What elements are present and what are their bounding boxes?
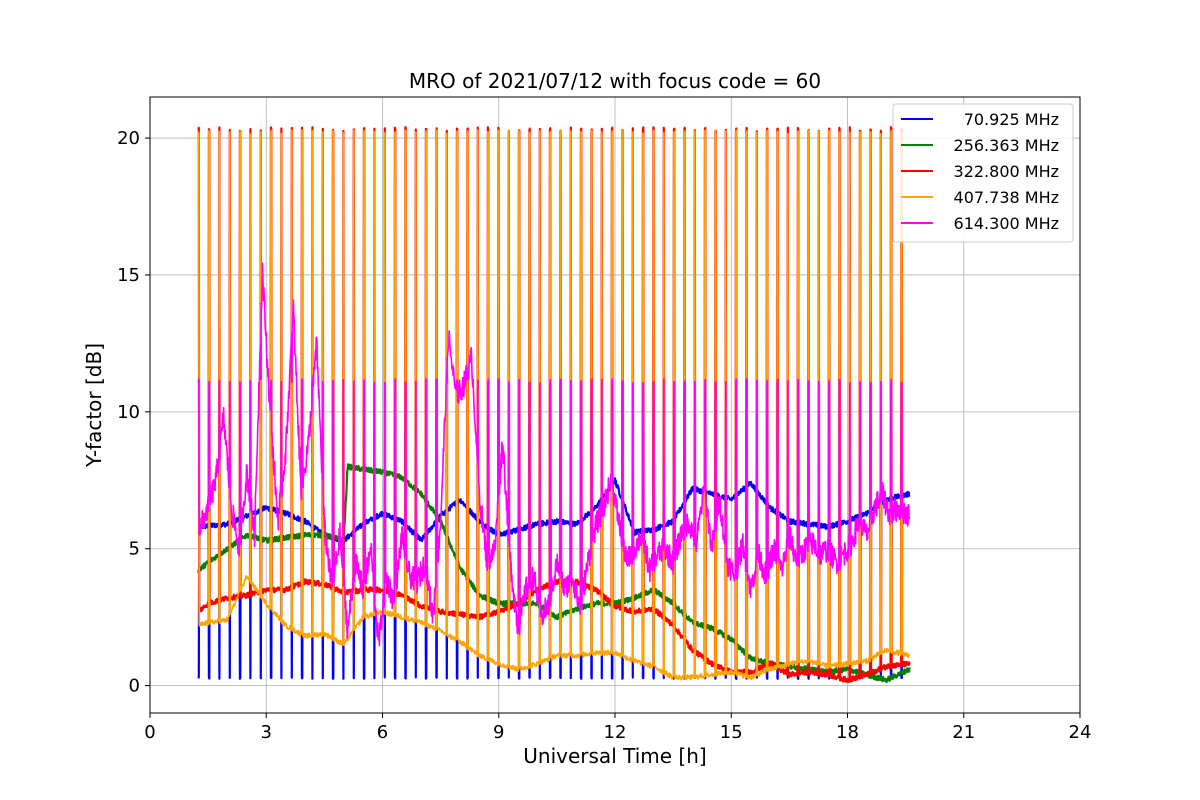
- y-tick-label: 5: [129, 539, 140, 560]
- x-tick-label: 18: [836, 722, 859, 743]
- series-line-3: [197, 129, 911, 681]
- series-line-1: [197, 463, 911, 684]
- legend-label: 322.800 MHz: [954, 162, 1059, 181]
- legend-label: 256.363 MHz: [954, 136, 1059, 155]
- y-axis-label: Y-factor [dB]: [82, 343, 106, 468]
- y-tick-label: 15: [117, 265, 140, 286]
- series-line-4: [197, 262, 911, 647]
- plot-area: [197, 125, 911, 684]
- series-line-0: [197, 477, 911, 680]
- legend-label: 614.300 MHz: [954, 214, 1059, 233]
- legend-label: 70.925 MHz: [964, 110, 1059, 129]
- x-tick-label: 12: [604, 722, 627, 743]
- legend: 70.925 MHz 256.363 MHz 322.800 MHz 407.738 …: [892, 103, 1074, 243]
- legend-box: [892, 103, 1074, 243]
- legend-label: 407.738 MHz: [954, 188, 1059, 207]
- x-tick-label: 21: [952, 722, 975, 743]
- x-tick-label: 6: [377, 722, 388, 743]
- y-tick-label: 10: [117, 402, 140, 423]
- x-tick-label: 9: [493, 722, 504, 743]
- axis-ticks: 0 3 6 9 12 15 18 21 24 0 5 10 15 20: [117, 128, 1091, 743]
- y-tick-label: 20: [117, 128, 140, 149]
- x-tick-label: 15: [720, 722, 743, 743]
- y-tick-label: 0: [129, 676, 140, 697]
- chart-title: MRO of 2021/07/12 with focus code = 60: [409, 69, 821, 93]
- x-axis-label: Universal Time [h]: [523, 744, 706, 768]
- x-tick-label: 3: [261, 722, 272, 743]
- x-tick-label: 0: [144, 722, 155, 743]
- x-tick-label: 24: [1069, 722, 1092, 743]
